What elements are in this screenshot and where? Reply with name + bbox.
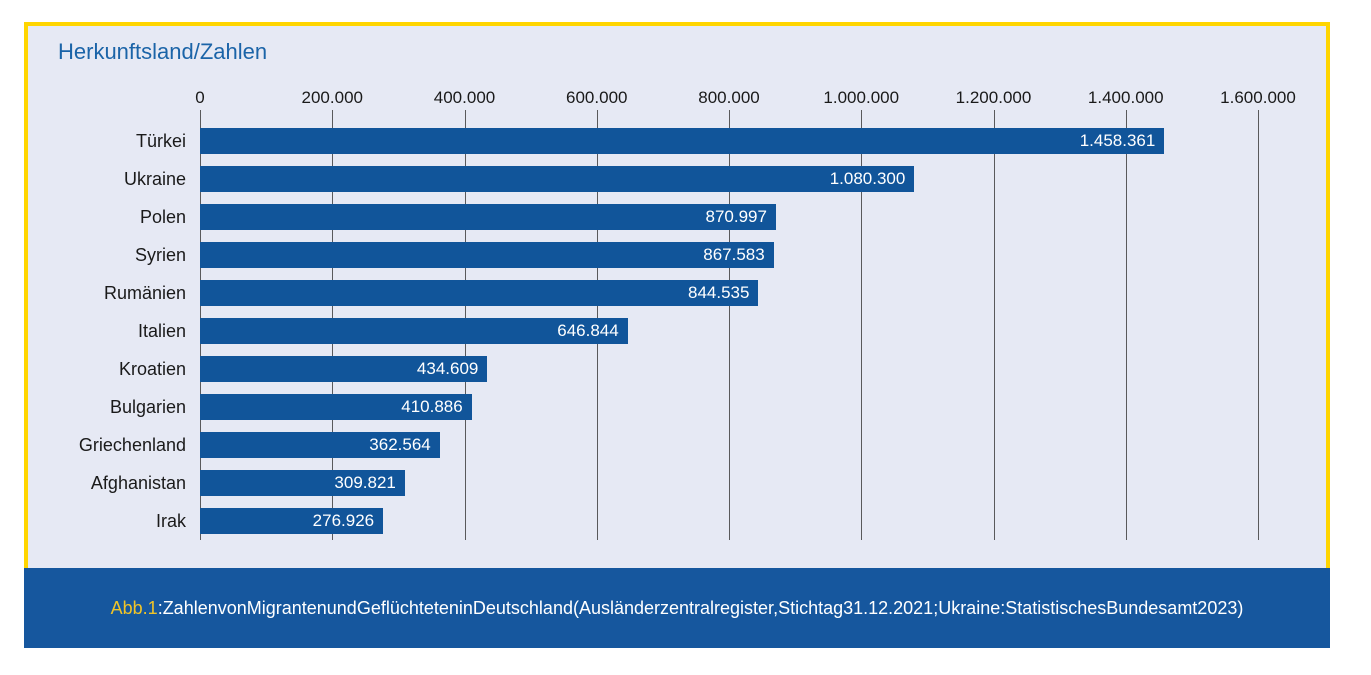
bar-row: Irak 276.926 — [28, 502, 1326, 540]
bar: 646.844 — [200, 318, 628, 344]
bar-track: 1.458.361 — [200, 128, 1258, 154]
bar: 867.583 — [200, 242, 774, 268]
bar: 870.997 — [200, 204, 776, 230]
x-axis-tick-label: 1.000.000 — [823, 88, 900, 107]
x-axis-labels: 0 200.000 400.000 600.000 800.000 1.000.000 1.… — [195, 82, 1296, 110]
category-label: Italien — [137, 320, 186, 341]
bar: 1.458.361 — [200, 128, 1165, 154]
figure: Herkunftsland/Zahlen 0 200.000 400.000 600.… — [24, 22, 1330, 648]
plot-area: Türkei 1.458.361 Ukraine 1.080.300 Polen 870.… — [28, 110, 1326, 546]
bar-value-label: 276.926 — [312, 511, 375, 530]
bar-value-label: 434.609 — [416, 359, 479, 378]
bar: 410.886 — [200, 394, 472, 420]
x-axis-tick-label: 1.200.000 — [955, 88, 1032, 107]
bar-track: 276.926 — [200, 508, 1258, 534]
bar: 276.926 — [200, 508, 384, 534]
bar-row: Polen 870.997 — [28, 198, 1326, 236]
gridline — [1258, 110, 1259, 540]
x-axis-tick-label: 1.600.000 — [1220, 88, 1296, 107]
bar-rows: Türkei 1.458.361 Ukraine 1.080.300 Polen 870.… — [28, 110, 1326, 540]
caption-text: :ZahlenvonMigrantenundGeflüchteteninDeut… — [157, 597, 1244, 618]
bar-row: Ukraine 1.080.300 — [28, 160, 1326, 198]
bar-value-label: 1.080.300 — [829, 169, 906, 188]
caption-figure-label: Abb.1 — [110, 597, 158, 618]
bar: 434.609 — [200, 356, 488, 382]
bar-track: 844.535 — [200, 280, 1258, 306]
category-label: Syrien — [134, 244, 186, 265]
bar-value-label: 362.564 — [369, 435, 431, 454]
gridline — [993, 110, 995, 540]
bar-track: 309.821 — [200, 470, 1258, 496]
bar-row: Afghanistan 309.821 — [28, 464, 1326, 502]
bar-value-label: 844.535 — [687, 283, 750, 302]
bar: 362.564 — [200, 432, 440, 458]
x-axis-tick-label: 800.000 — [698, 88, 760, 107]
category-label: Kroatien — [118, 358, 186, 379]
category-label: Türkei — [135, 130, 186, 151]
x-axis-tick-label: 1.400.000 — [1087, 88, 1164, 107]
bar-value-label: 867.583 — [703, 245, 765, 264]
figure-caption: Abb.1:ZahlenvonMigrantenundGeflüchteteni… — [111, 598, 1244, 619]
x-axis-tick-label: 600.000 — [566, 88, 628, 107]
bar-track: 410.886 — [200, 394, 1258, 420]
gridline — [861, 110, 863, 540]
chart-title: Herkunftsland/Zahlen — [58, 39, 268, 64]
x-axis-tick-label: 200.000 — [301, 88, 363, 107]
bar-track: 867.583 — [200, 242, 1258, 268]
category-label: Afghanistan — [90, 472, 186, 493]
x-axis-tick-label: 400.000 — [433, 88, 496, 107]
caption-band: Abb.1:ZahlenvonMigrantenundGeflüchteteni… — [24, 568, 1330, 648]
category-label: Bulgarien — [109, 396, 186, 417]
bar-row: Griechenland 362.564 — [28, 426, 1326, 464]
category-label: Polen — [139, 206, 186, 227]
bar: 1.080.300 — [200, 166, 915, 192]
bar-row: Türkei 1.458.361 — [28, 122, 1326, 160]
bar-row: Italien 646.844 — [28, 312, 1326, 350]
gridline — [729, 110, 730, 540]
bar-value-label: 870.997 — [705, 207, 767, 226]
bar-track: 434.609 — [200, 356, 1258, 382]
bar-track: 646.844 — [200, 318, 1258, 344]
gridline — [1125, 110, 1127, 540]
bar-row: Bulgarien 410.886 — [28, 388, 1326, 426]
bar: 309.821 — [200, 470, 405, 496]
bar-value-label: 410.886 — [401, 397, 463, 416]
bar-track: 870.997 — [200, 204, 1258, 230]
bar-value-label: 309.821 — [334, 473, 396, 492]
bar-row: Kroatien 434.609 — [28, 350, 1326, 388]
bar: 844.535 — [200, 280, 759, 306]
bar-row: Rumänien 844.535 — [28, 274, 1326, 312]
bar-track: 1.080.300 — [200, 166, 1258, 192]
bar-track: 362.564 — [200, 432, 1258, 458]
chart-panel: Herkunftsland/Zahlen 0 200.000 400.000 600.… — [24, 22, 1330, 568]
category-label: Griechenland — [78, 434, 186, 455]
bar-value-label: 646.844 — [557, 321, 619, 340]
category-label: Rumänien — [103, 282, 186, 303]
bar-value-label: 1.458.361 — [1079, 131, 1156, 150]
bar-row: Syrien 867.583 — [28, 236, 1326, 274]
x-axis-tick-label: 0 — [195, 88, 205, 107]
category-label: Irak — [155, 510, 186, 531]
category-label: Ukraine — [123, 168, 186, 189]
